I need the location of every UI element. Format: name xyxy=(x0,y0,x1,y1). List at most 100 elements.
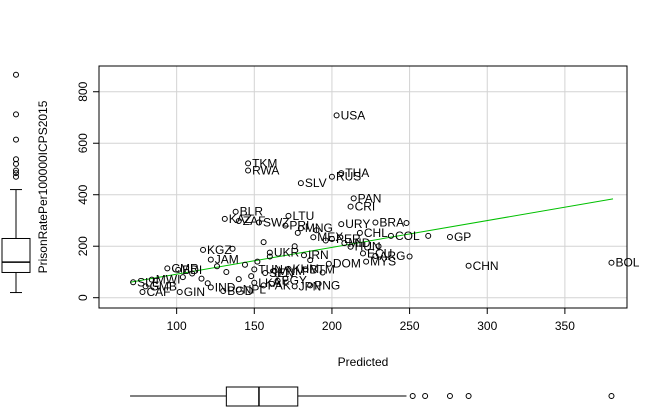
x-tick-label: 150 xyxy=(244,319,264,333)
point-label: BGD xyxy=(227,284,253,298)
point-label: ECU xyxy=(367,246,392,260)
data-point xyxy=(465,262,472,269)
y-box-outlier xyxy=(13,71,19,78)
data-point xyxy=(248,273,255,280)
point-label: CMR xyxy=(171,261,199,275)
y-tick-label: 800 xyxy=(76,81,90,101)
point-label: CHN xyxy=(473,259,499,273)
point-label: PER xyxy=(336,232,361,246)
data-point xyxy=(260,282,267,289)
data-point xyxy=(285,212,292,219)
data-point xyxy=(307,257,314,264)
point-label: GP xyxy=(454,230,471,244)
data-point xyxy=(241,261,248,268)
data-point xyxy=(221,215,228,222)
point-label: MWI xyxy=(156,273,181,287)
data-point xyxy=(338,221,345,228)
data-point xyxy=(207,284,214,291)
x-axis: 100 150 200 250 300 350 xyxy=(167,308,575,333)
x-axis-title: Predicted xyxy=(338,355,389,369)
y-tick-label: 600 xyxy=(76,133,90,153)
data-point xyxy=(232,208,239,215)
point-label: JAM xyxy=(215,253,239,267)
data-point xyxy=(372,252,379,259)
point-label: SWZ xyxy=(263,216,290,230)
y-tick-label: 0 xyxy=(76,294,90,301)
point-label: KAZ xyxy=(229,212,252,226)
point-label: RWA xyxy=(252,164,279,178)
x-tick-label: 250 xyxy=(400,319,420,333)
data-point xyxy=(282,222,289,229)
x-box-outlier xyxy=(446,393,453,399)
data-point xyxy=(291,283,298,290)
data-point xyxy=(294,229,301,236)
fit-line-group xyxy=(129,198,614,283)
point-label: KHM xyxy=(292,262,319,276)
point-label: JPN xyxy=(299,279,322,293)
data-point xyxy=(245,167,252,174)
data-point xyxy=(254,258,261,265)
fit-line xyxy=(129,198,614,283)
data-point xyxy=(200,246,207,253)
point-label: HUN xyxy=(355,240,381,254)
point-label: LKA xyxy=(258,276,281,290)
point-label: SLV xyxy=(305,176,327,190)
data-point xyxy=(307,282,314,289)
data-point xyxy=(245,160,252,167)
data-point xyxy=(300,252,307,259)
data-point xyxy=(220,288,227,295)
point-label: TUN xyxy=(258,262,283,276)
x-tick-label: 100 xyxy=(167,319,187,333)
data-point xyxy=(235,286,242,293)
data-point xyxy=(285,265,292,272)
data-point xyxy=(403,220,410,227)
point-label: BLR xyxy=(240,205,264,219)
data-point xyxy=(189,270,196,277)
y-tick-label: 400 xyxy=(76,184,90,204)
data-point xyxy=(176,289,183,296)
point-label: CHL xyxy=(364,226,388,240)
point-label: KGZ xyxy=(207,243,232,257)
data-point xyxy=(223,268,230,275)
data-points xyxy=(130,112,615,296)
data-point xyxy=(347,243,354,250)
grid xyxy=(99,66,627,308)
point-label: LTU xyxy=(292,209,314,223)
data-point xyxy=(282,275,289,282)
data-point xyxy=(333,112,340,119)
point-label: TKM xyxy=(252,156,277,170)
data-point xyxy=(251,266,258,273)
data-point xyxy=(387,232,394,239)
point-label: UKR xyxy=(274,246,300,260)
x-box-outlier xyxy=(608,393,615,399)
point-label: NPL xyxy=(243,282,267,296)
data-point xyxy=(375,243,382,250)
data-point xyxy=(130,279,137,286)
point-label: BTM xyxy=(310,262,335,276)
data-point xyxy=(204,280,211,287)
x-box-outlier xyxy=(465,393,472,399)
data-point xyxy=(297,180,304,187)
data-point xyxy=(313,227,320,234)
y-tick-label: 200 xyxy=(76,236,90,256)
y-box-body xyxy=(1,237,31,273)
point-label: CAF xyxy=(146,285,170,299)
data-point xyxy=(322,237,329,244)
point-label: MNG xyxy=(305,221,333,235)
x-tick-label: 300 xyxy=(477,319,497,333)
data-point xyxy=(262,269,269,276)
point-label: PAK xyxy=(268,278,291,292)
data-point xyxy=(347,203,354,210)
data-point xyxy=(271,267,278,274)
point-label: SEN xyxy=(269,266,294,280)
plot-frame xyxy=(98,65,628,309)
data-point xyxy=(235,276,242,283)
data-point xyxy=(274,271,281,278)
data-point xyxy=(251,279,258,286)
point-label: PAN xyxy=(358,191,382,205)
point-label: PNG xyxy=(314,278,340,292)
data-point xyxy=(214,263,221,270)
point-label: DOM xyxy=(333,257,361,271)
x-box-outlier xyxy=(409,393,416,399)
x-tick-label: 350 xyxy=(555,319,575,333)
